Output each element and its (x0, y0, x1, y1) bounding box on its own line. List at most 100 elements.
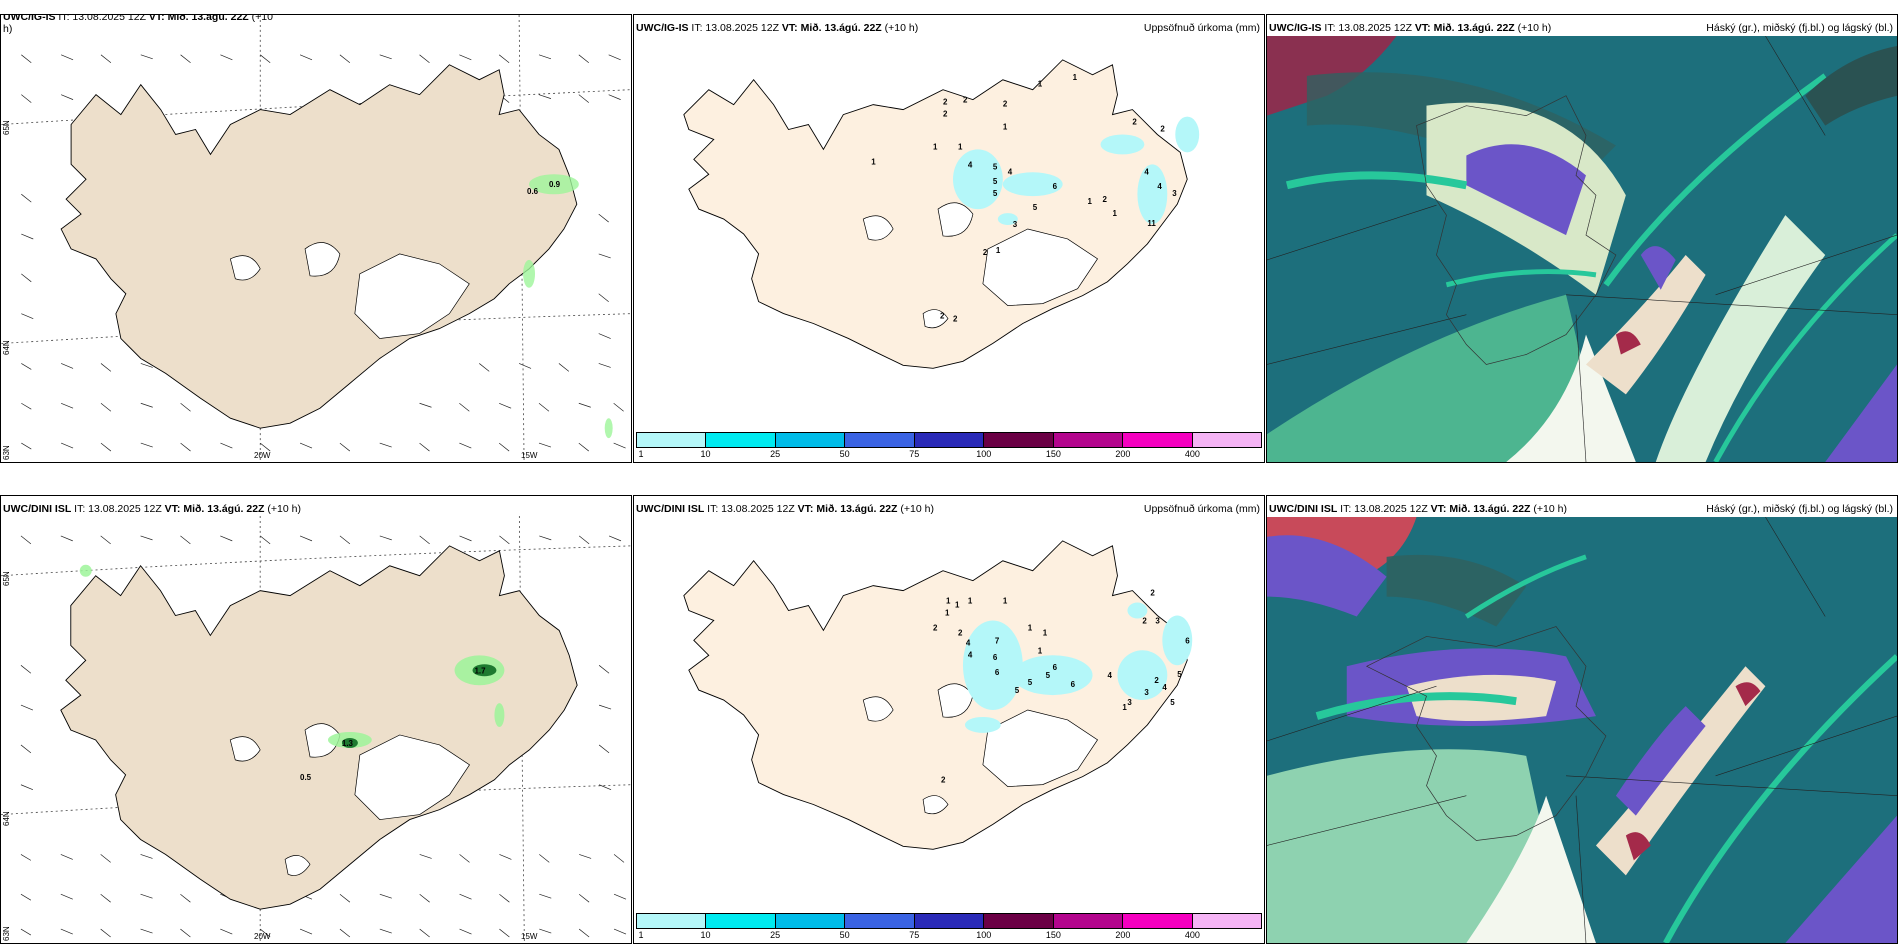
cloud-map-svg (1267, 517, 1897, 943)
colorbar-segment (1053, 914, 1124, 928)
panel-title: Uppsöfnuð úrkoma (mm) (1143, 22, 1260, 34)
precip-map: 1 2 2 2 2 1 1 1 1 1 4 5 4 5 5 6 2 2 4 4 (634, 35, 1264, 418)
colorbar-ticks: 1 10 25 50 75 100 150 200 400 (636, 930, 1262, 942)
colorbar-segment (914, 914, 985, 928)
svg-text:4: 4 (968, 650, 973, 659)
colorbar-segment (1123, 433, 1193, 447)
cloud-map (1267, 36, 1897, 462)
svg-text:4: 4 (1008, 167, 1013, 176)
svg-text:1: 1 (1122, 703, 1127, 712)
svg-text:1: 1 (1043, 628, 1048, 637)
svg-text:2: 2 (1160, 125, 1165, 134)
wind-map-svg: 0.6 0.9 (1, 15, 631, 462)
wind-annotation: 0.5 (300, 773, 312, 782)
colorbar-ticks: 1 10 25 50 75 100 150 200 400 (636, 449, 1262, 461)
valid-time: VT: Mið. 13.ágú. 22Z (1430, 503, 1531, 515)
wind-map-svg: 1.7 1.3 0.5 (1, 516, 631, 943)
svg-text:6: 6 (1053, 663, 1058, 672)
svg-text:1: 1 (1003, 597, 1008, 606)
svg-text:6: 6 (1071, 680, 1076, 689)
svg-text:1: 1 (1112, 209, 1117, 218)
svg-text:4: 4 (1107, 671, 1112, 680)
precip-map-svg: 1 2 2 2 2 1 1 1 1 1 4 5 4 5 5 6 2 2 4 4 (683, 59, 1200, 369)
lon-label: 20W (254, 932, 271, 941)
colorbar-segment (775, 914, 846, 928)
colorbar-segment (914, 433, 985, 447)
cloud-map-svg (1267, 36, 1897, 462)
model-name: UWC/DINI ISL (636, 503, 705, 515)
lon-label: 15W (521, 932, 538, 941)
colorbar-segment (1192, 914, 1261, 928)
svg-text:6: 6 (993, 653, 998, 662)
colorbar-tick-label: 150 (1045, 930, 1061, 940)
svg-text:5: 5 (993, 177, 998, 186)
svg-text:1: 1 (1088, 197, 1093, 206)
wind-map: 1.7 1.3 0.5 (1, 516, 631, 943)
colorbar-segment (706, 433, 776, 447)
svg-text:6: 6 (1185, 636, 1190, 645)
colorbar-tick-label: 100 (976, 930, 992, 940)
colorbar-segment (1123, 914, 1193, 928)
precip-values: 1 2 2 2 2 1 1 1 1 1 4 5 4 5 5 6 2 2 4 4 (871, 73, 1177, 324)
svg-text:3: 3 (1144, 688, 1149, 697)
cloud-map-panel-ig: UWC/IG-IS IT: 13.08.2025 12Z VT: Mið. 13… (1266, 14, 1898, 463)
iceland-outline (1416, 95, 1617, 365)
valid-time: VT: Mið. 13.ágú. 22Z (148, 14, 249, 23)
panel-header: UWC/DINI ISL IT: 13.08.2025 12Z VT: Mið.… (636, 503, 934, 515)
svg-text:2: 2 (1154, 676, 1159, 685)
lon-label: 15W (521, 451, 538, 460)
wind-barbs (21, 54, 626, 452)
svg-text:2: 2 (1150, 589, 1155, 598)
model-name: UWC/IG-IS (1269, 22, 1322, 34)
svg-text:2: 2 (1003, 100, 1008, 109)
colorbar-segment (1053, 433, 1124, 447)
panel-header: UWC/DINI ISL IT: 13.08.2025 12Z VT: Mið.… (1269, 503, 1567, 515)
precip-map: 1 1 1 1 1 2 2 7 4 4 6 6 6 1 1 1 5 5 5 6 (634, 516, 1264, 899)
precip-map-svg: 1 1 1 1 1 2 2 7 4 4 6 6 6 1 1 1 5 5 5 6 (683, 540, 1193, 850)
colorbar-tick-label: 400 (1184, 449, 1200, 459)
init-time: IT: 13.08.2025 12Z (691, 22, 779, 34)
svg-text:4: 4 (968, 160, 973, 169)
precip-patches (952, 116, 1200, 226)
lat-label: 64N (2, 811, 11, 826)
precip-patches (962, 602, 1193, 733)
precip-colorbar (636, 913, 1262, 929)
svg-text:4: 4 (1144, 167, 1149, 176)
svg-text:7: 7 (995, 636, 1000, 645)
precip-values: 1 1 1 1 1 2 2 7 4 4 6 6 6 1 1 1 5 5 5 6 (933, 589, 1190, 785)
panel-title: Háský (gr.), miðský (fj.bl.) og lágský (… (1706, 22, 1893, 34)
precip-map-panel-dini: UWC/DINI ISL IT: 13.08.2025 12Z VT: Mið.… (633, 495, 1265, 944)
svg-text:3: 3 (1013, 220, 1018, 229)
svg-text:2: 2 (1132, 118, 1137, 127)
precip-map-panel-ig: UWC/IG-IS IT: 13.08.2025 12Z VT: Mið. 13… (633, 14, 1265, 463)
svg-text:1: 1 (1073, 73, 1078, 82)
cloud-map-panel-dini: UWC/DINI ISL IT: 13.08.2025 12Z VT: Mið.… (1266, 495, 1898, 944)
svg-text:3: 3 (1127, 698, 1132, 707)
model-name: UWC/IG-IS (636, 22, 689, 34)
svg-text:3: 3 (1172, 189, 1177, 198)
model-name: UWC/IG-IS (3, 14, 56, 23)
model-name: UWC/DINI ISL (3, 503, 72, 515)
valid-time: VT: Mið. 13.ágú. 22Z (1414, 22, 1515, 34)
colorbar-tick-label: 75 (909, 449, 920, 459)
svg-text:2: 2 (943, 98, 948, 107)
svg-text:5: 5 (1170, 698, 1175, 707)
colorbar-tick-label: 150 (1045, 449, 1061, 459)
svg-text:2: 2 (963, 96, 968, 105)
lead-time: (+10 h) (1517, 22, 1552, 34)
svg-text:1: 1 (958, 142, 963, 151)
init-time: IT: 13.08.2025 12Z (707, 503, 795, 515)
valid-time: VT: Mið. 13.ágú. 22Z (164, 503, 265, 515)
wind-annotation: 0.6 (527, 187, 539, 196)
wind-annotation: 1.7 (474, 666, 486, 675)
svg-text:2: 2 (940, 312, 945, 321)
panel-header: UWC/IG-IS IT: 13.08.2025 12Z VT: Mið. 13… (3, 14, 273, 35)
colorbar-tick-label: 200 (1115, 449, 1131, 459)
svg-text:4: 4 (1162, 683, 1167, 692)
precip-patches (523, 174, 613, 439)
lat-label: 65N (2, 120, 11, 135)
svg-text:5: 5 (1046, 671, 1051, 680)
colorbar-segment (984, 433, 1054, 447)
svg-text:6: 6 (1053, 182, 1058, 191)
colorbar-tick-label: 200 (1115, 930, 1131, 940)
